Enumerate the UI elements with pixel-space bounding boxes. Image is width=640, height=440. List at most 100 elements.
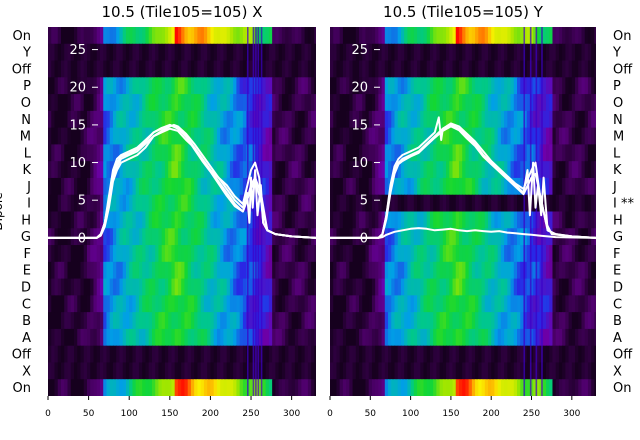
heatmap-cell (384, 312, 389, 330)
heatmap-cell (394, 278, 399, 296)
heatmap-cell (487, 177, 492, 196)
heatmap-cell (155, 228, 160, 246)
heatmap-cell (504, 110, 508, 129)
heatmap-cell (558, 211, 563, 229)
heatmap-cell (213, 328, 218, 347)
heatmap-cell (304, 94, 309, 112)
heatmap-cell (587, 177, 592, 196)
heatmap-cell (465, 94, 470, 112)
heatmap-cell (491, 77, 496, 95)
heatmap-cell (203, 110, 208, 129)
heatmap-cell (83, 278, 88, 296)
heatmap-cell (190, 77, 195, 95)
heatmap-cell (546, 194, 550, 213)
heatmap-cell (161, 278, 166, 296)
heatmap-cell (571, 211, 576, 229)
heatmap-cell (197, 345, 202, 364)
heatmap-cell (281, 77, 286, 95)
heatmap-cell (462, 362, 467, 380)
heatmap-cell (475, 43, 479, 62)
heatmap-cell (433, 278, 437, 296)
heatmap-cell (513, 345, 518, 364)
heatmap-cell (161, 110, 166, 129)
heatmap-cell (446, 345, 450, 364)
heatmap-cell (294, 27, 299, 45)
heatmap-cell (578, 43, 583, 62)
heatmap-cell (388, 27, 392, 45)
heatmap-cell (436, 94, 441, 112)
heatmap-cell (77, 362, 82, 380)
heatmap-cell (481, 345, 486, 364)
heatmap-row (48, 161, 316, 179)
heatmap-cell (388, 94, 392, 112)
heatmap-cell (452, 312, 457, 330)
heatmap-cell (83, 345, 88, 364)
heatmap-row (48, 362, 316, 380)
x-tick-label: 100 (402, 409, 419, 419)
heatmap-cell (73, 211, 78, 229)
heatmap-cell (542, 379, 547, 396)
heatmap-cell (106, 144, 111, 162)
heatmap-cell (333, 144, 338, 162)
heatmap-cell (339, 312, 344, 330)
heatmap-cell (333, 27, 338, 45)
heatmap-cell (203, 278, 208, 296)
heatmap-cell (458, 379, 463, 396)
heatmap-cell (536, 127, 541, 146)
heatmap-cell (106, 43, 111, 62)
heatmap-cell (449, 328, 454, 347)
heatmap-cell (138, 228, 143, 246)
heatmap-cell (542, 328, 547, 347)
heatmap-cell (433, 312, 437, 330)
heatmap-cell (458, 211, 463, 229)
heatmap-cell (272, 261, 276, 280)
heatmap-cell (375, 245, 379, 263)
heatmap-cell (116, 194, 121, 213)
heatmap-cell (349, 27, 354, 45)
heatmap-cell (155, 345, 160, 364)
heatmap-cell (298, 177, 302, 196)
heatmap-cell (352, 94, 357, 112)
heatmap-cell (60, 194, 65, 213)
heatmap-cell (64, 312, 69, 330)
heatmap-cell (145, 127, 150, 146)
heatmap-cell (333, 245, 338, 263)
heatmap-cell (462, 144, 467, 162)
heatmap-cell (272, 245, 276, 263)
heatmap-cell (578, 295, 583, 313)
heatmap-cell (242, 362, 247, 380)
heatmap-cell (581, 295, 586, 313)
heatmap-cell (83, 312, 88, 330)
heatmap-cell (311, 144, 315, 162)
heatmap-cell (288, 211, 293, 229)
heatmap-cell (446, 60, 450, 78)
heatmap-cell (233, 110, 238, 129)
heatmap-cell (168, 60, 173, 78)
heatmap-cell (262, 161, 267, 179)
heatmap-cell (349, 94, 354, 112)
heatmap-cell (536, 278, 541, 296)
heatmap-cell (487, 110, 492, 129)
heatmap-cell (116, 211, 121, 229)
heatmap-cell (129, 177, 134, 196)
heatmap-cell (132, 228, 137, 246)
heatmap-cell (285, 245, 289, 263)
heatmap-cell (388, 43, 392, 62)
heatmap-cell (452, 43, 457, 62)
heatmap-cell (578, 312, 583, 330)
heatmap-cell (484, 194, 489, 213)
heatmap-cell (571, 94, 576, 112)
heatmap-cell (330, 60, 334, 78)
heatmap-cell (171, 261, 176, 280)
heatmap-cell (57, 177, 62, 196)
heatmap-cell (135, 110, 140, 129)
heatmap-cell (330, 77, 334, 95)
heatmap-cell (462, 211, 467, 229)
heatmap-cell (103, 362, 108, 380)
heatmap-cell (93, 278, 98, 296)
heatmap-cell (413, 211, 418, 229)
heatmap-cell (265, 295, 270, 313)
heatmap-cell (304, 362, 309, 380)
heatmap-cell (475, 110, 479, 129)
heatmap-cell (368, 312, 373, 330)
